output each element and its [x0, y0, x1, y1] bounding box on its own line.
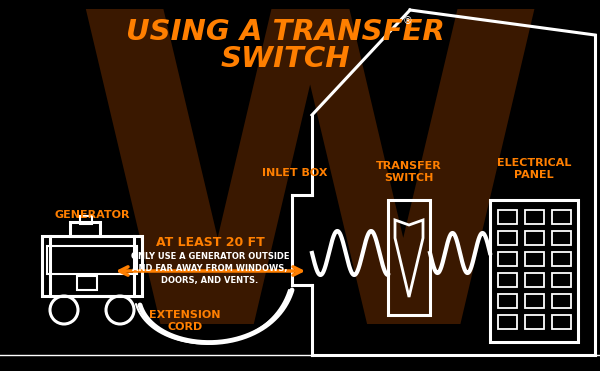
Text: ELECTRICAL
PANEL: ELECTRICAL PANEL — [497, 158, 571, 180]
Bar — [498, 252, 517, 266]
Bar — [552, 210, 571, 224]
Bar — [498, 273, 517, 287]
Bar — [388, 200, 430, 315]
Bar — [498, 294, 517, 308]
Text: ONLY USE A GENERATOR OUTSIDE
AND FAR AWAY FROM WINDOWS,
DOORS, AND VENTS.: ONLY USE A GENERATOR OUTSIDE AND FAR AWA… — [131, 252, 289, 285]
Text: SWITCH: SWITCH — [220, 45, 350, 73]
Bar — [525, 252, 544, 266]
Bar — [525, 231, 544, 245]
Bar — [80, 216, 92, 224]
Text: ®: ® — [403, 16, 413, 26]
Bar — [525, 294, 544, 308]
Bar — [490, 200, 578, 342]
Bar — [498, 231, 517, 245]
Bar — [70, 222, 100, 236]
Text: GENERATOR: GENERATOR — [54, 210, 130, 220]
Text: USING A TRANSFER: USING A TRANSFER — [125, 18, 445, 46]
Bar — [552, 315, 571, 329]
Text: AT LEAST 20 FT: AT LEAST 20 FT — [155, 236, 265, 249]
Text: EXTENSION
CORD: EXTENSION CORD — [149, 310, 221, 332]
Text: INLET BOX: INLET BOX — [262, 168, 328, 178]
Bar — [552, 252, 571, 266]
Bar — [525, 315, 544, 329]
Text: W: W — [73, 0, 547, 371]
Bar — [525, 210, 544, 224]
Bar — [552, 294, 571, 308]
Bar — [552, 231, 571, 245]
Bar — [42, 236, 142, 296]
Bar — [77, 276, 97, 290]
Bar — [525, 273, 544, 287]
Bar — [498, 210, 517, 224]
Bar — [552, 273, 571, 287]
Text: TRANSFER
SWITCH: TRANSFER SWITCH — [376, 161, 442, 183]
Bar — [47, 246, 137, 274]
Bar — [498, 315, 517, 329]
